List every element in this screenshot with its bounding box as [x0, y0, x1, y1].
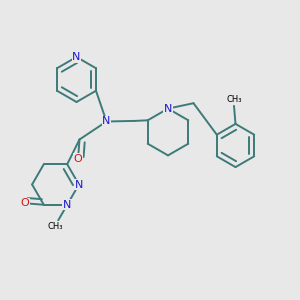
Text: O: O	[21, 198, 30, 208]
Text: N: N	[164, 103, 172, 114]
Text: N: N	[63, 200, 71, 210]
Text: CH₃: CH₃	[47, 222, 63, 231]
Text: CH₃: CH₃	[226, 95, 242, 104]
Text: O: O	[74, 154, 82, 164]
Text: N: N	[72, 52, 81, 62]
Text: N: N	[102, 116, 111, 127]
Text: N: N	[75, 179, 83, 190]
